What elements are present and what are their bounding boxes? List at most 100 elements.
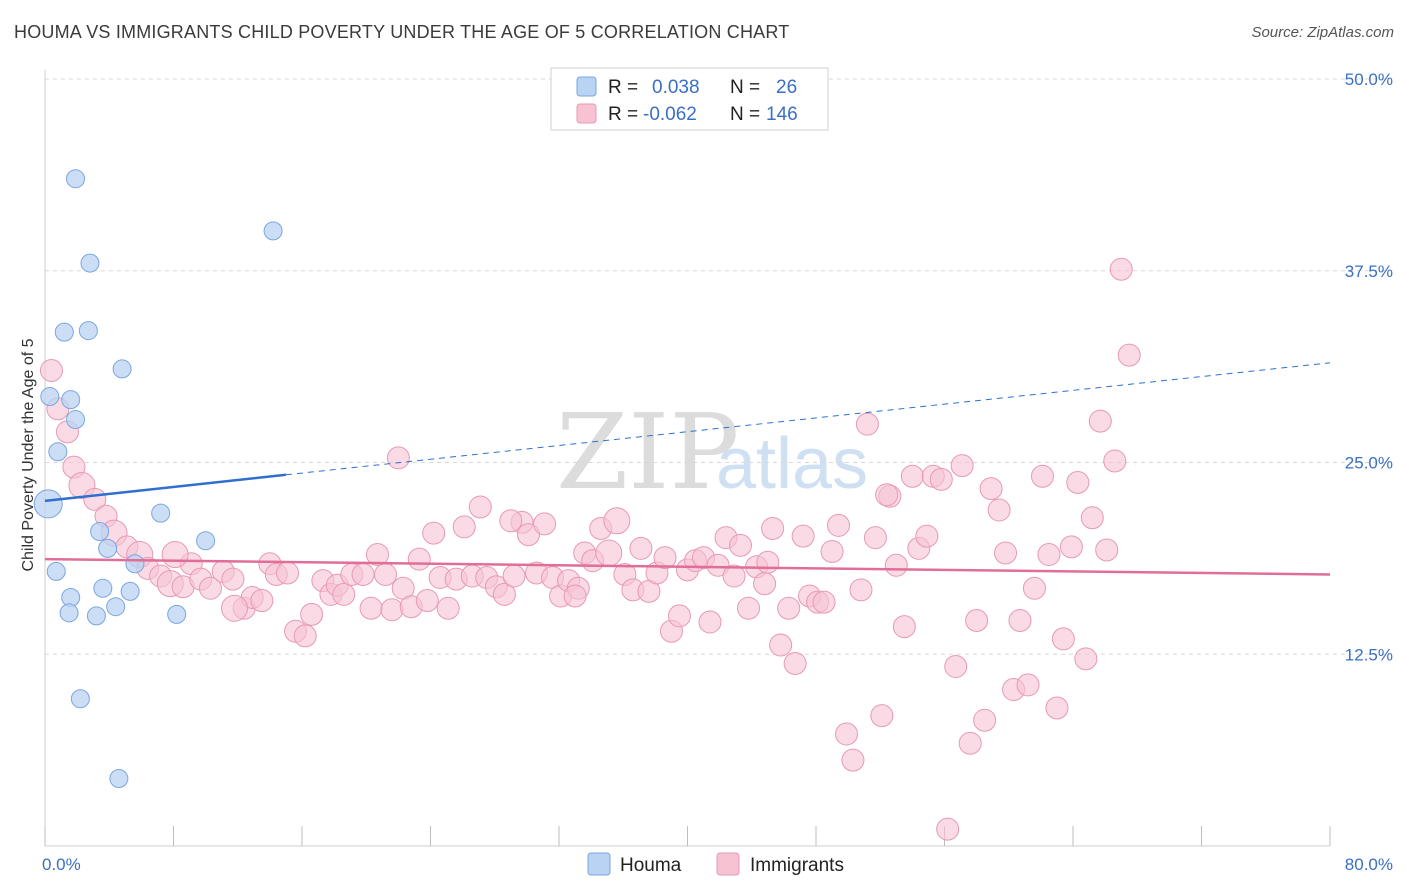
immigrants-n-value: 146 — [766, 104, 798, 125]
immigrants-point — [1059, 535, 1083, 559]
immigrants-point — [161, 541, 189, 569]
immigrants-point — [1045, 696, 1069, 720]
watermark-atlas: atlas — [716, 424, 868, 504]
immigrants-point — [293, 624, 317, 648]
immigrants-point — [900, 464, 924, 488]
immigrants-point — [849, 578, 873, 602]
immigrants-point — [1016, 673, 1040, 697]
immigrants-point — [533, 512, 557, 536]
immigrants-point — [698, 610, 722, 634]
houma-point — [48, 442, 68, 462]
immigrants-point — [958, 731, 982, 755]
immigrants-points — [39, 257, 1141, 841]
x-ticks — [44, 826, 1331, 846]
immigrants-point — [987, 498, 1011, 522]
immigrants-point — [826, 513, 850, 537]
immigrants-point — [915, 524, 939, 548]
immigrants-point — [1008, 609, 1032, 633]
immigrants-point — [198, 576, 222, 600]
grid-lines — [45, 78, 1390, 655]
series-legend: Houma Immigrants — [587, 852, 844, 876]
immigrants-point — [386, 446, 410, 470]
immigrants-point — [407, 547, 431, 571]
houma-point — [80, 253, 100, 273]
x-tick-label-max: 80.0% — [1345, 855, 1393, 874]
immigrants-point — [563, 584, 587, 608]
immigrants-point — [737, 596, 761, 620]
immigrants-point — [422, 521, 446, 545]
immigrants-point — [979, 477, 1003, 501]
immigrants-point — [380, 598, 404, 622]
legend-label-immigrants: Immigrants — [750, 855, 844, 876]
immigrants-point — [965, 609, 989, 633]
immigrants-point — [973, 708, 997, 732]
immigrants-point — [706, 553, 730, 577]
immigrants-point — [936, 817, 960, 841]
houma-point — [46, 561, 66, 581]
immigrants-point — [39, 358, 63, 382]
houma-n-label: N = — [730, 77, 760, 98]
immigrants-point — [365, 543, 389, 567]
immigrants-point — [1037, 543, 1061, 567]
houma-point — [61, 390, 81, 410]
immigrants-point — [1074, 647, 1098, 671]
immigrants-point — [722, 564, 746, 588]
y-tick-label: 12.5% — [1345, 645, 1393, 664]
immigrants-point — [221, 594, 249, 622]
houma-point — [78, 321, 98, 341]
houma-point — [151, 503, 171, 523]
houma-point — [66, 169, 86, 189]
stats-legend: R = 0.038 N = 26 R = -0.062 N = 146 — [550, 67, 829, 131]
houma-point — [106, 597, 126, 617]
immigrants-point — [835, 722, 859, 746]
immigrants-point — [870, 704, 894, 728]
immigrants-point — [950, 454, 974, 478]
watermark-zip: ZIP — [556, 391, 739, 513]
houma-point — [93, 578, 113, 598]
immigrants-point — [492, 582, 516, 606]
stats-legend-box — [550, 67, 829, 131]
houma-point — [263, 221, 283, 241]
houma-point — [70, 689, 90, 709]
immigrants-point — [1117, 343, 1141, 367]
immigrants-point — [756, 550, 780, 574]
immigrants-point — [1066, 470, 1090, 494]
houma-trendline — [44, 473, 287, 503]
immigrants-point — [753, 572, 777, 596]
immigrants-point — [1030, 464, 1054, 488]
houma-point — [112, 359, 132, 379]
houma-point — [54, 322, 74, 342]
immigrants-point — [1103, 449, 1127, 473]
immigrants-point — [603, 507, 631, 535]
immigrants-point — [452, 515, 476, 539]
immigrants-point — [994, 541, 1018, 565]
houma-point — [59, 603, 79, 623]
immigrants-point — [841, 748, 865, 772]
houma-r-value: 0.038 — [652, 77, 700, 98]
y-tick-label: 50.0% — [1345, 70, 1393, 89]
houma-point — [98, 538, 118, 558]
immigrants-n-label: N = — [730, 104, 760, 125]
houma-point — [86, 606, 106, 626]
y-tick-label: 25.0% — [1345, 454, 1393, 473]
immigrants-point — [769, 633, 793, 657]
immigrants-point — [300, 602, 324, 626]
houma-point — [33, 489, 63, 519]
immigrants-point — [791, 524, 815, 548]
immigrants-point — [516, 523, 540, 547]
houma-point — [120, 581, 140, 601]
immigrants-point — [415, 589, 439, 613]
immigrants-point — [468, 495, 492, 519]
houma-point — [196, 531, 216, 551]
legend-swatch-immigrants — [716, 852, 740, 876]
houma-point — [66, 410, 86, 430]
immigrants-legend-swatch — [576, 103, 597, 124]
immigrants-r-value: -0.062 — [643, 104, 697, 125]
immigrants-point — [502, 564, 526, 588]
immigrants-point — [875, 483, 899, 507]
immigrants-point — [595, 539, 623, 567]
immigrants-point — [221, 567, 245, 591]
immigrants-trendline — [44, 557, 1331, 576]
immigrants-point — [820, 539, 844, 563]
